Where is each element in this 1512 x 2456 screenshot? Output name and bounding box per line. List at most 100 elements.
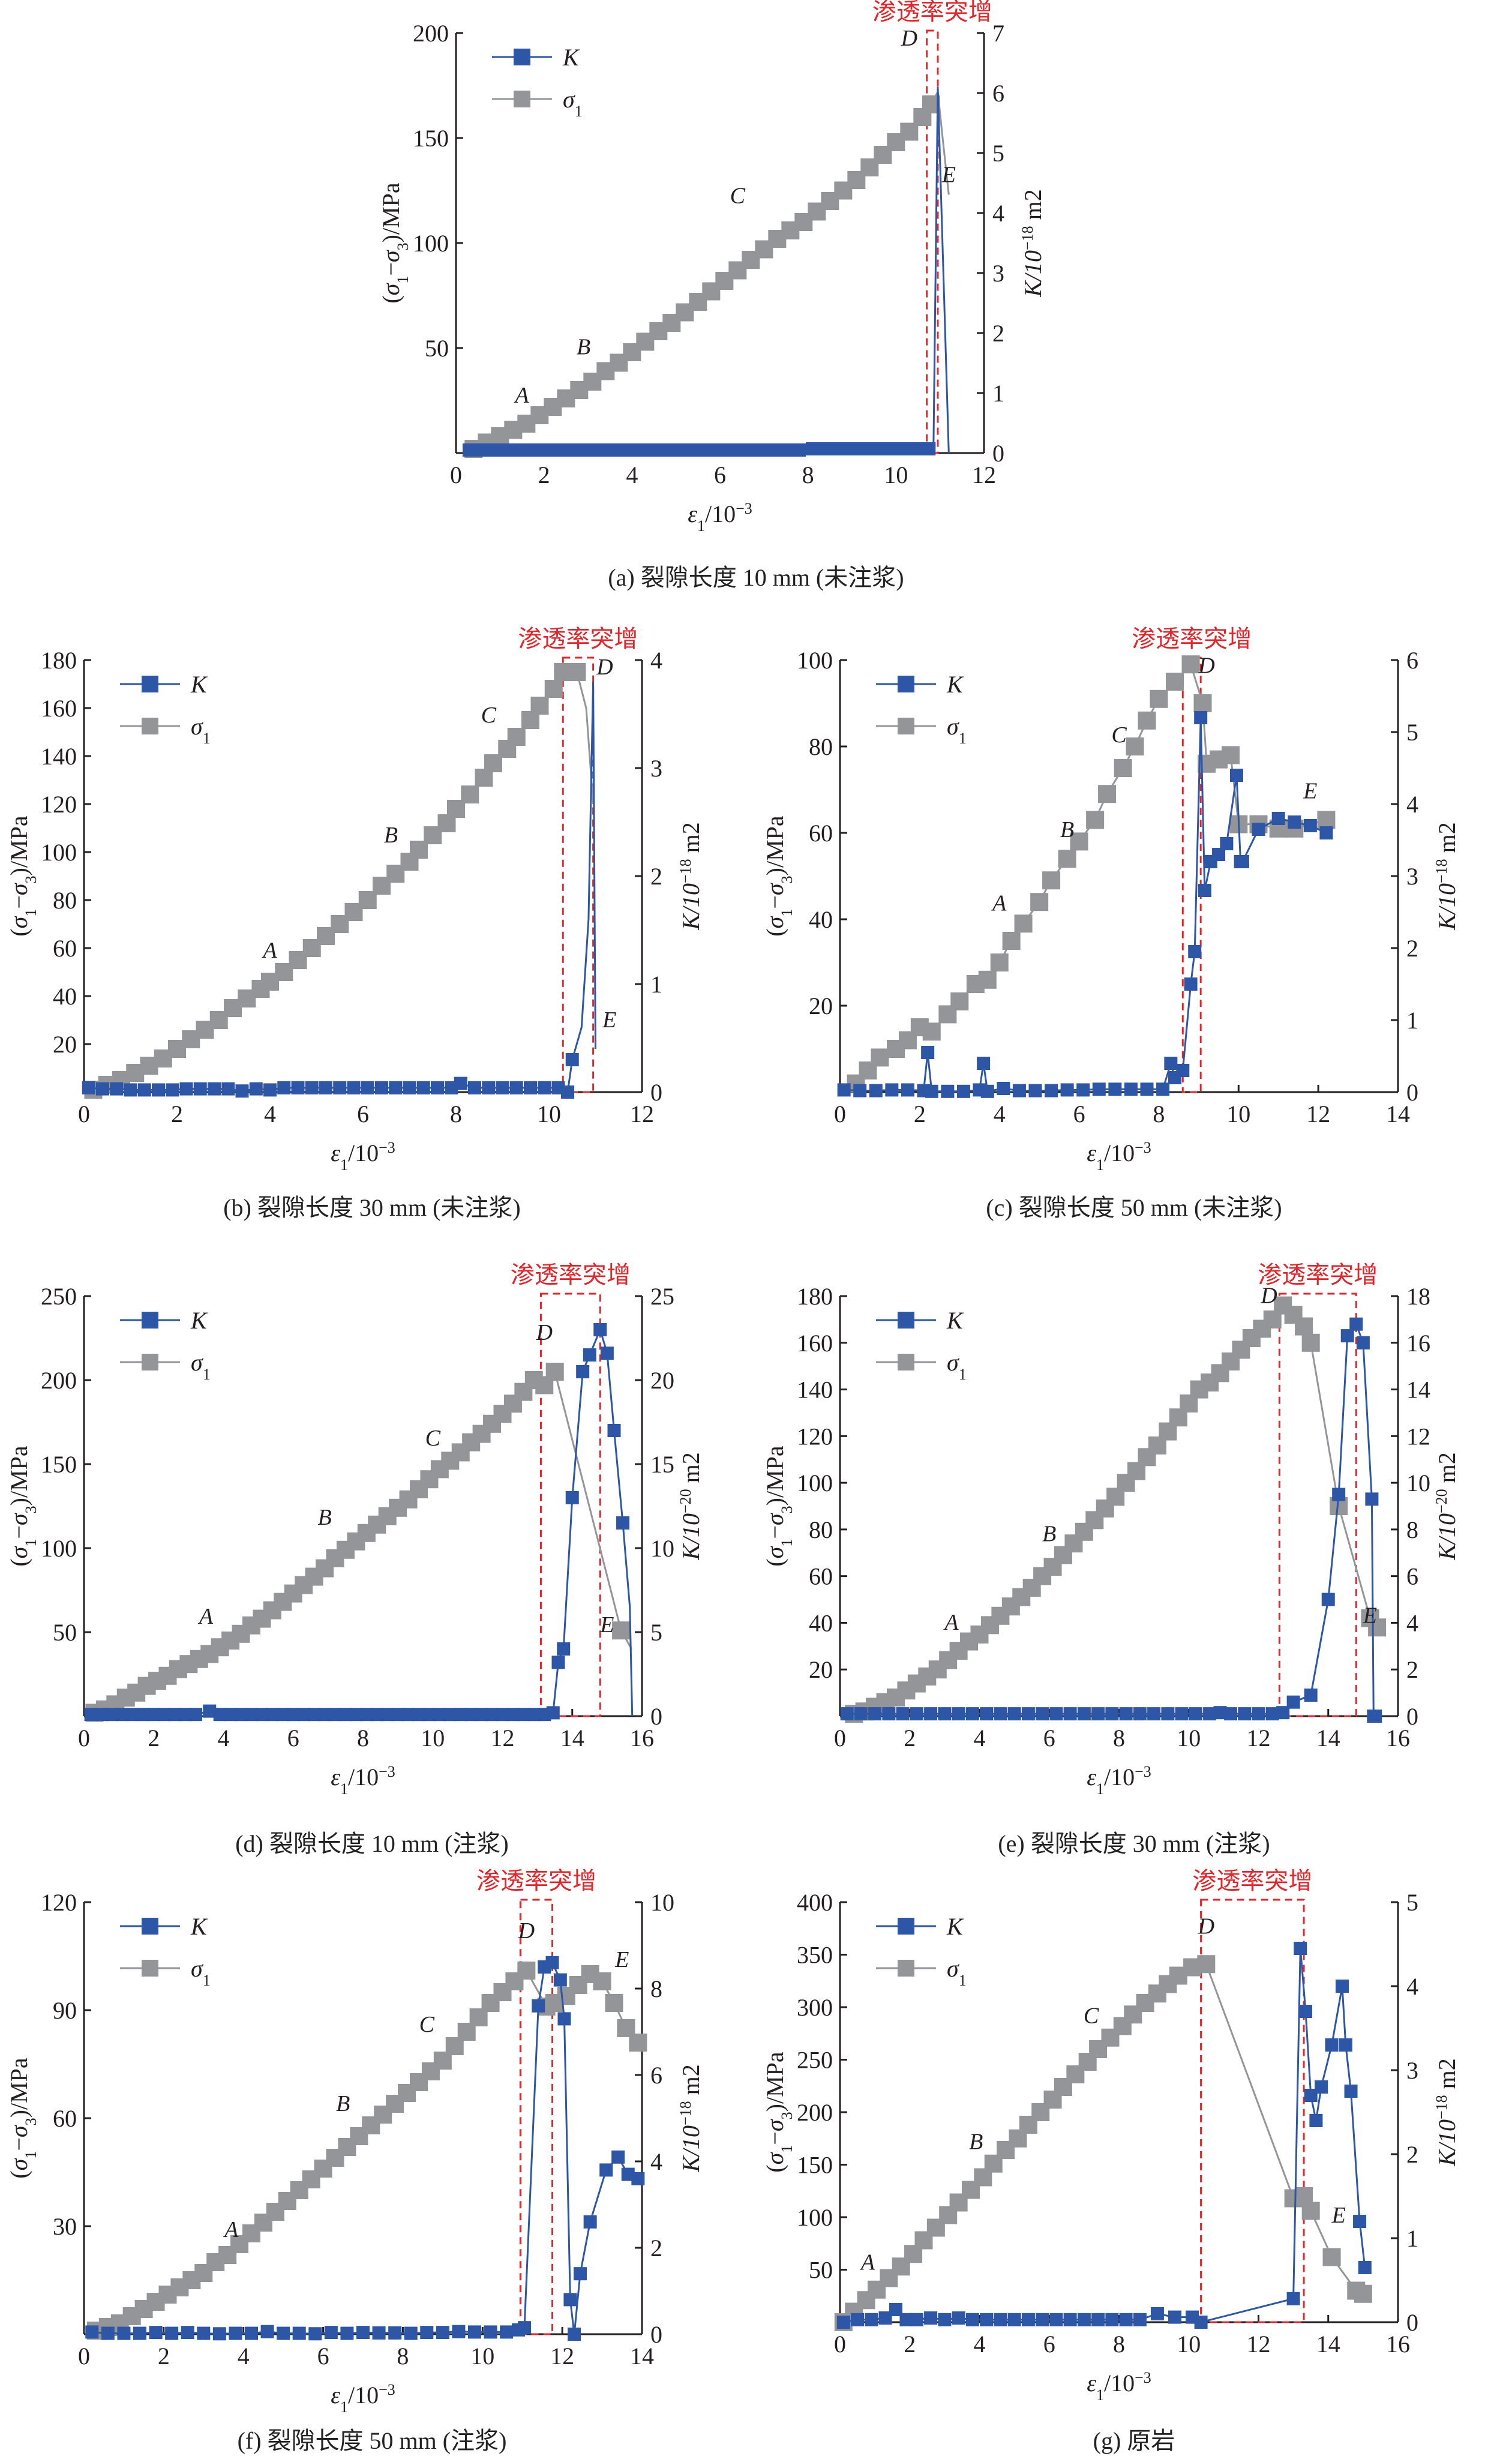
y-tick-label: 200 [41, 1367, 77, 1394]
series-sigma1 [464, 88, 950, 458]
K-marker [1365, 1492, 1379, 1506]
axes: 0 2 4 6 8 10 12 14 16 20 40 60 80 100 120 140 160 180 0 2 4 6… [761, 1283, 1460, 1798]
K-marker [1049, 1707, 1063, 1721]
K-marker [506, 1708, 520, 1722]
legend-K-marker [142, 1918, 158, 1935]
series-K [85, 1956, 645, 2341]
sigma1-marker [1070, 832, 1088, 851]
y-axis-title: (σ1−σ3)/MPa [761, 1446, 796, 1567]
K-marker [433, 1708, 446, 1722]
K-marker [524, 1081, 537, 1094]
K-marker [359, 1708, 373, 1722]
K-marker [868, 1707, 882, 1721]
K-marker [1119, 1707, 1133, 1721]
x-axis-title: ε1/10−3 [331, 1763, 395, 1798]
K-marker [292, 2326, 306, 2340]
x-tick-label: 16 [1386, 2331, 1410, 2358]
K-marker [1161, 1707, 1175, 1721]
annotation-box [1181, 656, 1202, 1093]
K-marker [380, 1708, 394, 1722]
y-tick-label: 120 [797, 1423, 833, 1450]
stage-label-D: D [518, 1918, 535, 1944]
panel-g: 0 2 4 6 8 10 12 14 16 50 100 150 200 250 300 350 400 0 1 2 3… [756, 1866, 1512, 2455]
legend-sigma1-marker [142, 718, 158, 734]
x-tick-label: 4 [974, 2331, 986, 2358]
sigma1-marker [1181, 655, 1200, 674]
x-tick-label: 8 [1113, 2331, 1125, 2358]
stage-label-A: A [223, 2217, 239, 2242]
y-axis-title: (σ1−σ3)/MPa [5, 815, 40, 937]
axes: 0 2 4 6 8 10 122040608010012014016018001234ε1/… [5, 647, 704, 1174]
stage-label-C: C [419, 2012, 435, 2037]
K-marker [1189, 1707, 1202, 1721]
annotation-permeability-surge: 渗透率突增 [1132, 625, 1252, 1093]
K-marker [1176, 1064, 1190, 1077]
K-marker [404, 2326, 418, 2340]
panel-caption: (a) 裂隙长度 10 mm (未注浆) [608, 564, 904, 591]
K-marker [1358, 2261, 1372, 2274]
x-tick-label: 8 [1153, 1100, 1165, 1127]
K-marker [599, 2163, 613, 2177]
y2-tick-label: 4 [650, 647, 662, 674]
y-tick-label: 60 [53, 2105, 77, 2132]
K-marker [338, 1708, 352, 1722]
K-marker [965, 1707, 979, 1721]
sigma1-marker [1098, 785, 1117, 803]
x-tick-label: 6 [287, 1725, 299, 1752]
K-marker [349, 1708, 363, 1722]
sigma1-marker [605, 1994, 623, 2012]
y-tick-label: 120 [41, 791, 77, 818]
K-marker [593, 1323, 607, 1336]
legend-sigma1-marker [142, 1354, 158, 1371]
panel-caption: (c) 裂隙长度 50 mm (未注浆) [986, 1194, 1282, 1221]
x-tick-label: 6 [1073, 1100, 1085, 1127]
K-marker [576, 1365, 590, 1378]
y-tick-label: 400 [797, 1889, 833, 1916]
y2-tick-label: 25 [650, 1283, 674, 1310]
legend-sigma1-label: σ1 [947, 1349, 967, 1383]
y2-tick-label: 10 [650, 1535, 674, 1562]
K-marker [1063, 2313, 1077, 2326]
K-marker [1091, 1707, 1105, 1721]
K-marker [319, 1081, 332, 1094]
K-marker [1238, 1707, 1252, 1721]
K-marker [837, 1083, 851, 1097]
K-marker [911, 442, 925, 455]
K-marker [1028, 1084, 1042, 1097]
annotation-box [1278, 1293, 1357, 1717]
x-tick-label: 12 [630, 1100, 654, 1127]
y2-tick-label: 0 [1406, 2309, 1418, 2336]
K-marker [496, 1081, 509, 1094]
annotation-permeability-surge: 渗透率突增 [518, 625, 638, 1093]
panel-d: 0 2 4 6 8 10 12 14 16 50 100 150 200 250 0 5 10 15 20 25 ε1/… [0, 1254, 744, 1857]
legend-K-marker [898, 676, 914, 692]
legend-K-marker [898, 1918, 914, 1935]
y2-tick-label: 4 [992, 200, 1004, 227]
annotation-label: 渗透率突增 [1132, 625, 1252, 652]
chart-svg-g: 0 2 4 6 8 10 12 14 16501001502002503003504000123… [761, 1867, 1460, 2404]
x-tick-label: 2 [904, 2331, 916, 2358]
K-marker [234, 1708, 248, 1722]
y2-tick-label: 6 [992, 80, 1004, 107]
K-marker [1304, 2089, 1318, 2102]
legend-sigma1-marker [898, 1960, 914, 1977]
y-tick-label: 20 [53, 1031, 77, 1058]
K-marker [1319, 826, 1333, 839]
x-tick-label: 2 [538, 461, 550, 488]
x-axis-title: ε1/10−3 [331, 2381, 395, 2416]
x-tick-label: 8 [450, 1100, 462, 1127]
K-marker [611, 2150, 625, 2164]
K-marker [865, 2313, 878, 2326]
K-marker [538, 1081, 551, 1094]
K-marker [555, 443, 568, 457]
x-tick-label: 0 [78, 2343, 90, 2370]
sigma1-marker [1014, 914, 1033, 933]
sigma1-marker [1058, 850, 1076, 868]
K-marker [1304, 1689, 1318, 1702]
K-marker [997, 1082, 1010, 1095]
legend: Kσ1 [876, 671, 967, 747]
y-tick-label: 100 [797, 1470, 833, 1497]
K-marker [740, 443, 753, 457]
K-marker [621, 2167, 635, 2181]
K-marker [96, 1082, 109, 1096]
